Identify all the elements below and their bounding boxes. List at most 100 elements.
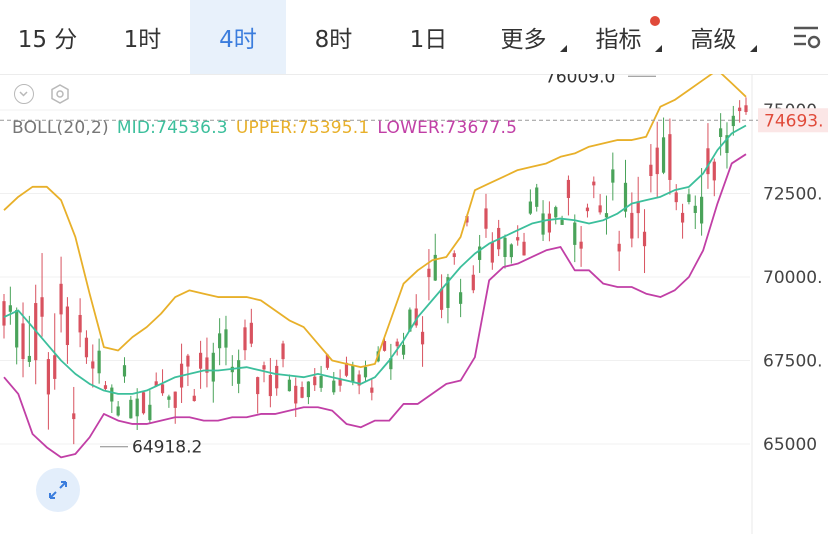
candle-body (27, 355, 31, 362)
boll-upper: UPPER:75395.1 (235, 118, 370, 138)
candle-body (585, 207, 590, 212)
candle (642, 209, 647, 274)
candle-body (439, 288, 444, 310)
candle (566, 175, 571, 216)
boll-legend: BOLL(20,2) MID:74536.3 UPPER:75395.1 LOWER:… (12, 118, 525, 138)
candle-body (243, 327, 247, 351)
tab-advanced[interactable]: 高级 (666, 0, 761, 74)
candle-body (186, 355, 190, 367)
tab-8h[interactable]: 8时 (286, 0, 381, 74)
tab-label: 1日 (409, 27, 448, 53)
candle-body (503, 237, 507, 258)
candle-body (382, 341, 387, 351)
candle-body (490, 242, 494, 263)
candle-body (129, 399, 133, 419)
candle (237, 349, 241, 394)
candle-body (592, 181, 596, 186)
candle-body (566, 179, 571, 198)
candle (560, 215, 564, 225)
tab-label: 4时 (219, 27, 257, 53)
candle-body (484, 208, 488, 229)
candle (731, 105, 735, 136)
candle-body (122, 365, 127, 377)
candle (65, 297, 70, 364)
candle-body (661, 137, 666, 173)
candle (344, 356, 349, 378)
candle-body (731, 115, 735, 127)
tab-label: 更多 (500, 27, 547, 53)
candle (211, 342, 215, 403)
candle-body (135, 398, 139, 417)
candle (141, 391, 146, 415)
candle-body (357, 374, 361, 386)
candle (680, 203, 685, 239)
candle-body (313, 376, 317, 386)
candle-body (211, 352, 215, 382)
candle (306, 381, 311, 405)
chevron-down-icon[interactable] (14, 84, 34, 104)
candle (484, 193, 488, 238)
candle (712, 158, 716, 197)
candle (706, 123, 710, 189)
candle-body (2, 301, 6, 326)
y-tick-label: 72500. (763, 185, 822, 205)
tab-4h[interactable]: 4时 (190, 0, 286, 74)
candle (78, 298, 82, 348)
tab-15min[interactable]: 15 分 (0, 0, 95, 74)
lower-band-line (3, 153, 747, 459)
candle (8, 286, 12, 325)
settings-list-icon[interactable] (790, 22, 824, 52)
candle (72, 386, 76, 445)
candle-body (636, 201, 640, 214)
candle-body (623, 182, 628, 212)
tab-label: 1时 (123, 27, 162, 53)
tab-1h[interactable]: 1时 (95, 0, 190, 74)
tab-more[interactable]: 更多 (476, 0, 571, 74)
candle (598, 194, 602, 215)
price-chart[interactable]: 75000 72500. 70000. 67500. 65000 74693. … (0, 74, 828, 534)
tab-indicators[interactable]: 指标 (571, 0, 666, 74)
candle (471, 265, 475, 294)
candle (382, 337, 387, 352)
candle (420, 316, 425, 367)
candle-body (110, 387, 114, 402)
hexagon-settings-icon[interactable] (50, 84, 70, 104)
candle-body (173, 391, 177, 408)
candle-body (535, 187, 539, 207)
candle (198, 340, 203, 389)
candle-body (15, 310, 19, 348)
candle (179, 343, 184, 403)
candle (719, 113, 723, 156)
candle (693, 195, 697, 230)
candle-body (668, 134, 672, 180)
candle (249, 308, 253, 348)
candle-body (554, 207, 558, 218)
expand-arrows-icon[interactable] (36, 468, 80, 512)
candle (522, 232, 526, 256)
candle (528, 189, 532, 215)
candle-body (78, 314, 82, 333)
candle-body (46, 359, 50, 395)
candle-body (91, 361, 95, 369)
candle (300, 381, 304, 399)
candle-body (141, 392, 146, 414)
candle (192, 388, 196, 402)
candle-body (363, 366, 368, 378)
candle (439, 274, 444, 319)
candle-body (224, 329, 228, 348)
candle-body (744, 105, 748, 113)
grid (0, 74, 753, 534)
candle (687, 188, 691, 205)
candle-body (725, 135, 729, 154)
candle-body (306, 381, 311, 398)
candle (579, 226, 583, 267)
candle (585, 203, 590, 218)
candle-body (148, 404, 152, 421)
candle-body (97, 350, 101, 374)
candle (414, 294, 418, 328)
candle (389, 343, 393, 380)
tab-1d[interactable]: 1日 (381, 0, 476, 74)
candle-body (198, 352, 203, 369)
candle-body (395, 341, 399, 347)
candle (275, 359, 279, 396)
